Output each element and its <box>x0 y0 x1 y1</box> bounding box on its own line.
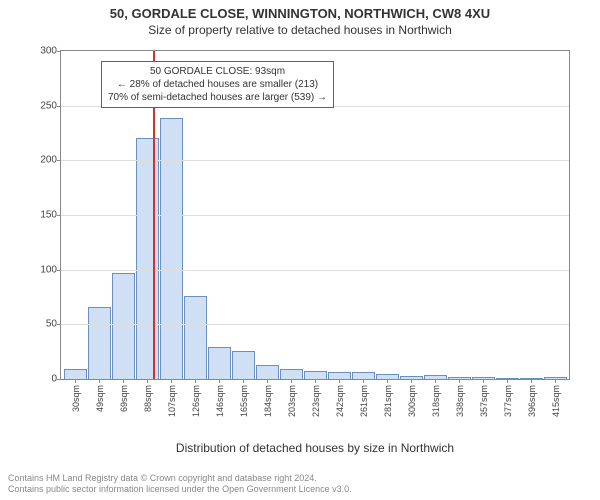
x-tick-label: 146sqm <box>215 385 225 417</box>
bar <box>232 351 255 379</box>
y-tick-label: 0 <box>29 374 57 385</box>
x-tick-label: 300sqm <box>407 385 417 417</box>
bar <box>208 347 231 379</box>
x-tick-label: 30sqm <box>71 385 81 412</box>
y-tick-label: 150 <box>29 210 57 221</box>
histogram-chart: Number of detached properties 30sqm49sqm… <box>60 50 570 420</box>
x-tick-label: 242sqm <box>335 385 345 417</box>
y-tick-label: 200 <box>29 155 57 166</box>
annot-line3: 70% of semi-detached houses are larger (… <box>108 91 327 104</box>
annot-line1: 50 GORDALE CLOSE: 93sqm <box>108 65 327 78</box>
x-tick-label: 203sqm <box>287 385 297 417</box>
x-tick-label: 126sqm <box>191 385 201 417</box>
bar <box>112 273 135 379</box>
bar <box>88 307 111 379</box>
x-tick-label: 184sqm <box>263 385 273 417</box>
bar <box>256 365 279 379</box>
bar <box>184 296 207 379</box>
x-tick-label: 357sqm <box>479 385 489 417</box>
annot-line2: ← 28% of detached houses are smaller (21… <box>108 78 327 91</box>
x-tick-label: 377sqm <box>503 385 513 417</box>
y-tick-label: 300 <box>29 46 57 57</box>
x-tick-label: 107sqm <box>167 385 177 417</box>
x-tick-label: 69sqm <box>119 385 129 412</box>
bar <box>136 138 159 379</box>
bar <box>280 369 303 379</box>
x-tick-label: 396sqm <box>527 385 537 417</box>
x-tick-label: 88sqm <box>143 385 153 412</box>
x-tick-label: 338sqm <box>455 385 465 417</box>
footer-attribution: Contains HM Land Registry data © Crown c… <box>8 473 352 496</box>
y-tick-label: 250 <box>29 100 57 111</box>
x-tick-label: 165sqm <box>239 385 249 417</box>
footer-line1: Contains HM Land Registry data © Crown c… <box>8 473 352 485</box>
x-tick-label: 415sqm <box>551 385 561 417</box>
x-tick-label: 261sqm <box>359 385 369 417</box>
page-subtitle: Size of property relative to detached ho… <box>0 21 600 37</box>
y-tick-label: 50 <box>29 319 57 330</box>
x-axis-label: Distribution of detached houses by size … <box>60 441 570 455</box>
annotation-box: 50 GORDALE CLOSE: 93sqm ← 28% of detache… <box>101 61 334 108</box>
bar <box>64 369 87 379</box>
plot-area: 30sqm49sqm69sqm88sqm107sqm126sqm146sqm16… <box>60 50 570 380</box>
x-tick-label: 318sqm <box>431 385 441 417</box>
footer-line2: Contains public sector information licen… <box>8 484 352 496</box>
y-tick-label: 100 <box>29 264 57 275</box>
bar <box>160 118 183 379</box>
page-title: 50, GORDALE CLOSE, WINNINGTON, NORTHWICH… <box>0 0 600 21</box>
bar <box>304 371 327 379</box>
x-tick-label: 49sqm <box>95 385 105 412</box>
x-tick-label: 281sqm <box>383 385 393 417</box>
x-tick-label: 223sqm <box>311 385 321 417</box>
